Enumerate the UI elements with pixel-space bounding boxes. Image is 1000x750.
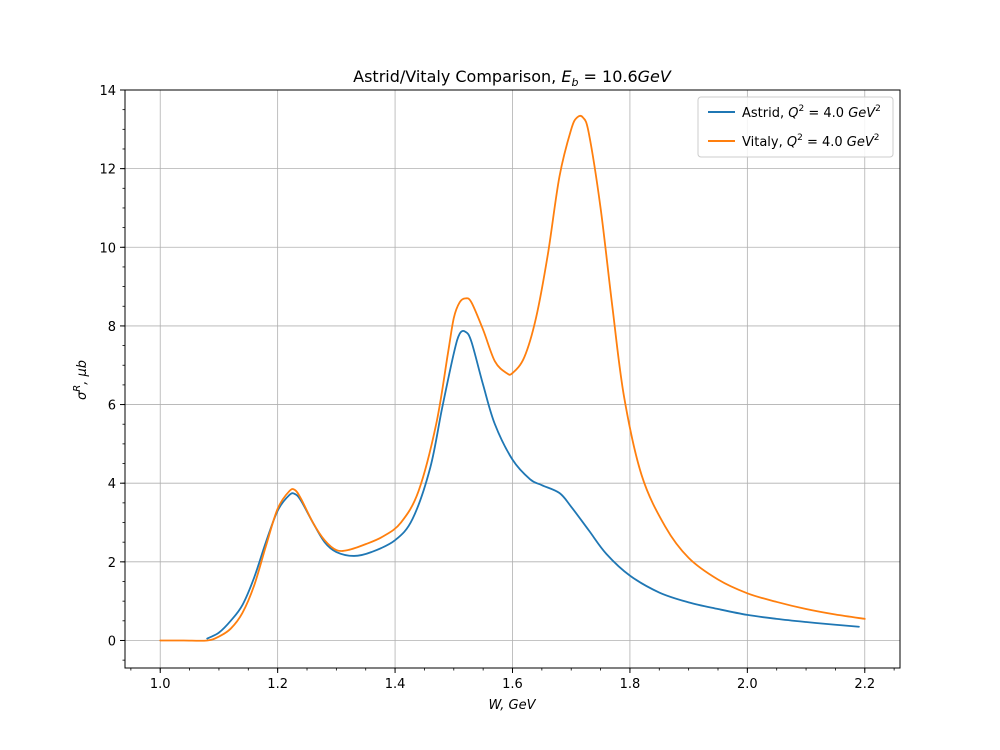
x-tick-label: 2.2 — [854, 677, 875, 692]
y-axis: 0 2 4 6 8 10 12 14 — [99, 84, 125, 661]
y-axis-label: σR, μb — [72, 360, 90, 400]
y-tick-label: 10 — [99, 241, 116, 256]
x-tick-label: 1.2 — [267, 677, 288, 692]
x-axis: 1.0 1.2 1.4 1.6 1.8 2.0 2.2 — [130, 668, 895, 692]
y-tick-label: 14 — [99, 84, 116, 99]
y-tick-label: 12 — [99, 163, 116, 178]
y-tick-label: 8 — [108, 320, 116, 335]
y-tick-label: 2 — [108, 556, 116, 571]
x-tick-label: 2.0 — [737, 677, 758, 692]
x-axis-label: W, GeV — [488, 698, 536, 713]
legend-label-vitaly: Vitaly, Q2 = 4.0 GeV2 — [742, 133, 880, 150]
x-tick-label: 1.4 — [385, 677, 406, 692]
legend-box — [697, 96, 894, 158]
series-line-astrid — [206, 330, 860, 640]
x-tick-label: 1.8 — [620, 677, 641, 692]
x-tick-label: 1.0 — [150, 677, 171, 692]
y-tick-label: 0 — [108, 634, 116, 649]
legend-label-astrid: Astrid, Q2 = 4.0 GeV2 — [742, 104, 881, 121]
y-tick-label: 6 — [108, 399, 116, 414]
legend: Astrid, Q2 = 4.0 GeV2 Vitaly, Q2 = 4.0 G… — [697, 96, 894, 158]
chart-title: Astrid/Vitaly Comparison, Eb = 10.6GeV — [353, 67, 672, 89]
y-tick-label: 4 — [108, 477, 116, 492]
plot-area — [159, 114, 866, 642]
series-line-vitaly — [159, 114, 866, 642]
x-tick-label: 1.6 — [502, 677, 523, 692]
